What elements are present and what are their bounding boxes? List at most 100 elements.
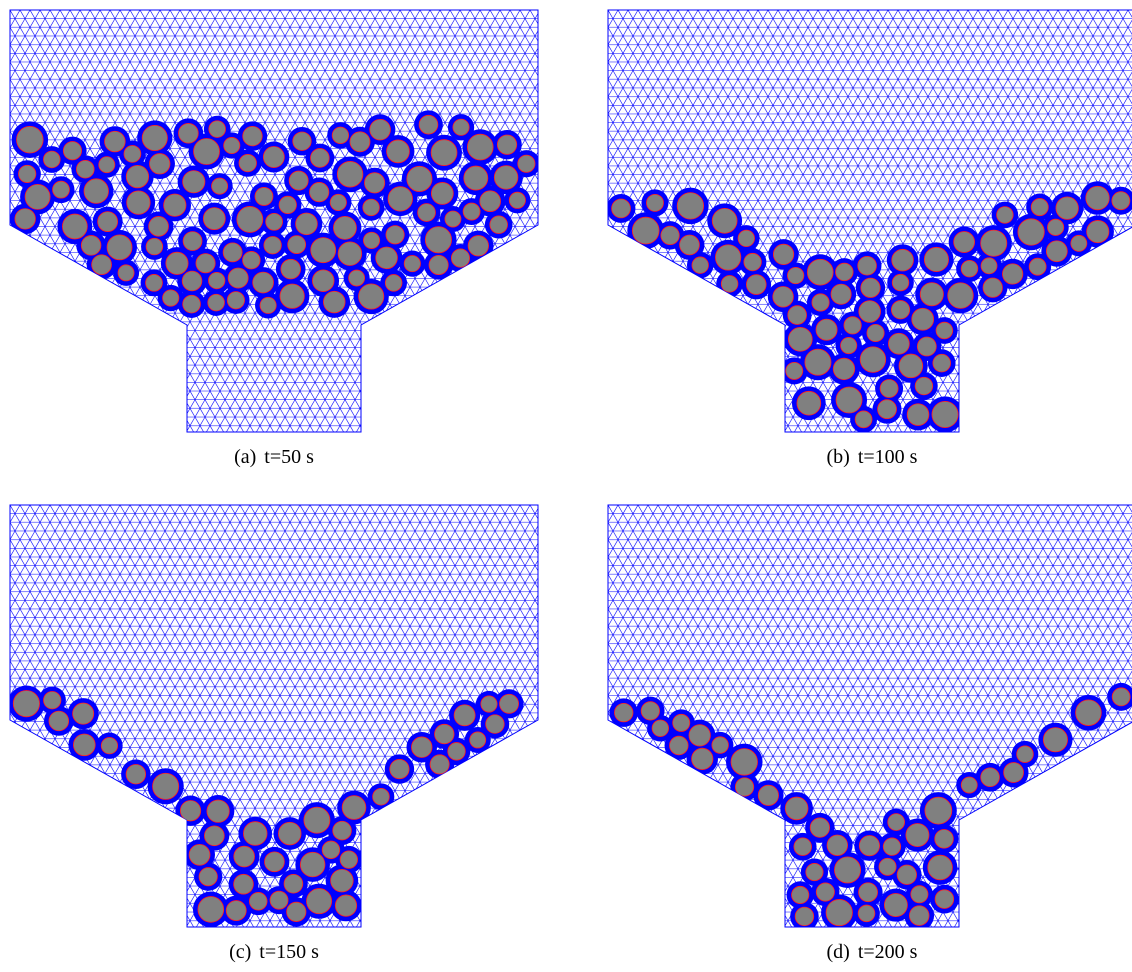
particle xyxy=(146,238,163,255)
particle xyxy=(731,749,758,776)
panel xyxy=(8,505,538,927)
particle xyxy=(335,895,356,916)
particle xyxy=(997,207,1014,224)
particle xyxy=(386,226,404,244)
particle xyxy=(62,214,87,239)
particle xyxy=(935,829,954,848)
particle xyxy=(859,883,878,902)
particle xyxy=(831,284,851,304)
particle xyxy=(961,260,978,277)
particle xyxy=(49,711,69,731)
figure: (a)t=50 s(b)t=100 s(c)t=150 s(d)t=200 s xyxy=(0,0,1132,972)
particle xyxy=(333,821,352,840)
particle xyxy=(255,187,273,205)
particle xyxy=(126,764,146,784)
particle xyxy=(234,846,255,867)
particle xyxy=(1112,192,1130,210)
particle xyxy=(310,149,329,168)
particle xyxy=(928,855,953,880)
particle xyxy=(300,852,325,877)
particle xyxy=(101,738,117,754)
particle xyxy=(150,154,170,174)
particle xyxy=(948,283,974,309)
particle xyxy=(744,253,761,270)
particle xyxy=(632,217,659,244)
particle xyxy=(692,257,709,274)
particle xyxy=(425,227,451,253)
particle xyxy=(166,252,188,274)
particle xyxy=(249,892,267,910)
particle xyxy=(431,182,453,204)
particle xyxy=(712,208,737,233)
particle xyxy=(180,801,200,821)
particle xyxy=(470,732,486,748)
particle xyxy=(189,844,210,865)
particle xyxy=(816,319,837,340)
particle xyxy=(227,292,244,309)
particle xyxy=(795,907,814,926)
particle xyxy=(63,142,81,160)
particle xyxy=(311,238,336,263)
particle xyxy=(1071,235,1087,251)
caption-time: t=200 s xyxy=(858,941,918,963)
particle xyxy=(509,192,525,208)
particle xyxy=(661,226,679,244)
particle xyxy=(43,151,60,168)
particle xyxy=(646,194,663,211)
particle xyxy=(924,247,948,271)
particle xyxy=(983,278,1002,297)
particle xyxy=(1031,199,1048,216)
particle xyxy=(239,154,256,171)
particle xyxy=(149,216,169,236)
particle xyxy=(480,191,501,212)
particle xyxy=(481,696,497,712)
particle xyxy=(429,255,448,274)
particle xyxy=(105,131,126,152)
caption-time: t=50 s xyxy=(264,446,314,468)
particle xyxy=(855,411,872,428)
particle xyxy=(715,245,740,270)
particle xyxy=(270,891,288,909)
particle xyxy=(1018,219,1044,245)
particle xyxy=(689,725,710,746)
particle xyxy=(199,868,217,886)
particle xyxy=(1046,241,1067,262)
particle xyxy=(858,256,877,275)
particle xyxy=(363,199,380,216)
particle xyxy=(359,284,384,309)
particle xyxy=(787,267,803,283)
particle xyxy=(907,404,929,426)
particle xyxy=(773,244,793,264)
particle xyxy=(954,232,975,253)
particle xyxy=(163,290,179,306)
particle xyxy=(468,236,488,256)
particle xyxy=(376,247,398,269)
particle xyxy=(431,140,457,166)
particle xyxy=(338,242,362,266)
particle xyxy=(388,187,412,211)
particle xyxy=(859,835,879,855)
particle xyxy=(1004,763,1024,783)
particle xyxy=(385,275,402,292)
panel xyxy=(608,505,1132,931)
particle xyxy=(237,206,263,232)
particle xyxy=(486,715,505,734)
particle xyxy=(1087,220,1109,242)
particle xyxy=(673,714,690,731)
particle xyxy=(53,181,70,198)
particle xyxy=(183,171,205,193)
particle xyxy=(127,191,150,214)
particle xyxy=(454,705,475,726)
particle xyxy=(827,835,848,856)
particle xyxy=(183,232,202,251)
particle xyxy=(1029,258,1046,275)
particle xyxy=(310,182,329,201)
particle xyxy=(146,274,163,291)
particle xyxy=(494,166,518,190)
particle xyxy=(464,166,488,190)
particle xyxy=(836,263,854,281)
particle xyxy=(81,236,101,256)
particle xyxy=(746,275,766,295)
particle xyxy=(182,271,202,291)
particle xyxy=(1076,700,1102,726)
